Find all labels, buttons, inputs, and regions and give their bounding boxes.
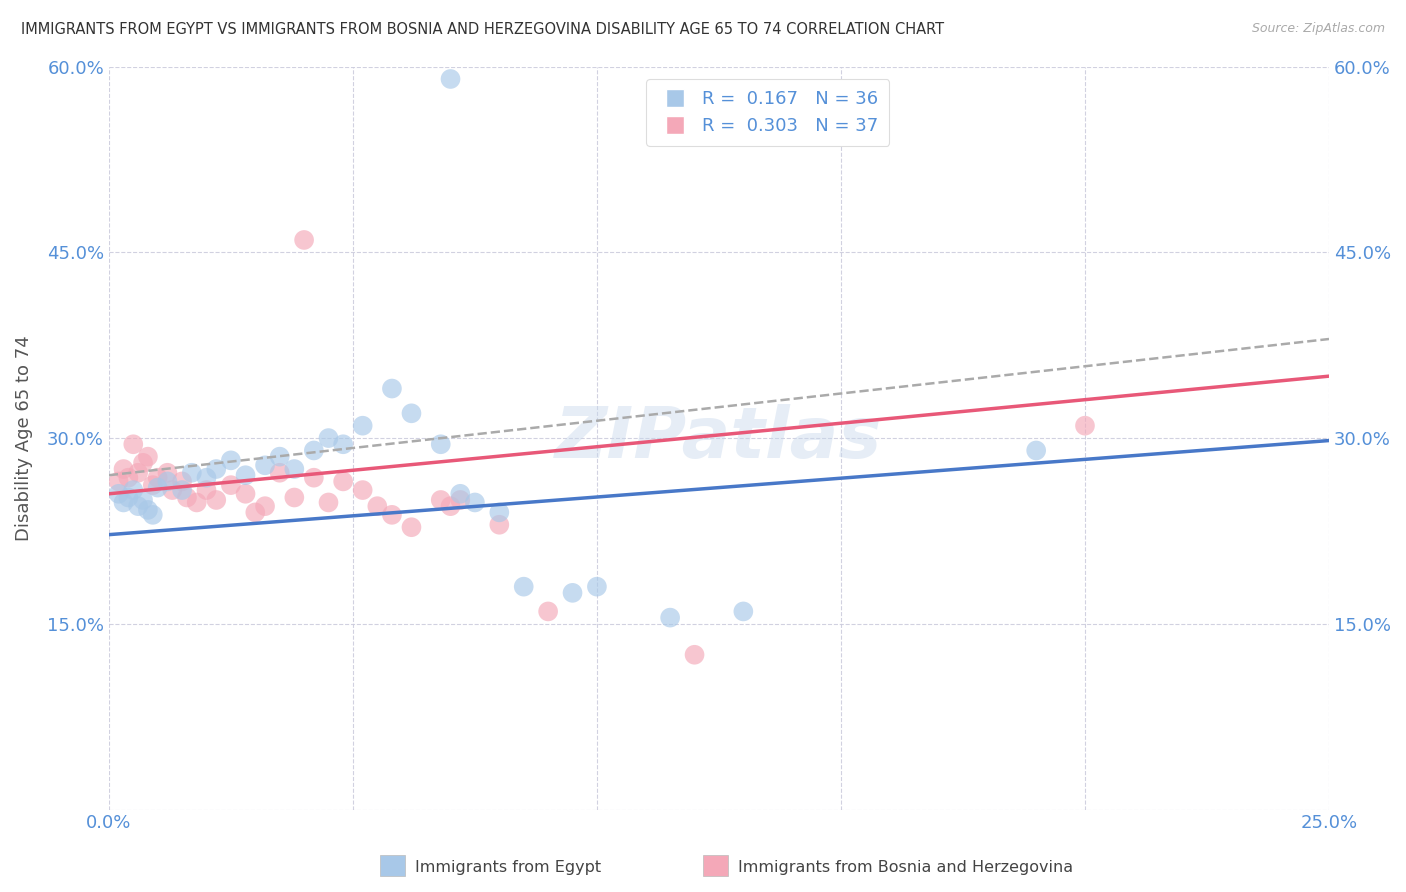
- Point: [1074, 418, 1097, 433]
- Point: [269, 450, 291, 464]
- Point: [136, 503, 159, 517]
- Point: [254, 499, 277, 513]
- Point: [117, 471, 139, 485]
- Point: [146, 471, 169, 485]
- Point: [176, 491, 198, 505]
- Point: [132, 456, 155, 470]
- Text: Source: ZipAtlas.com: Source: ZipAtlas.com: [1251, 22, 1385, 36]
- Point: [136, 450, 159, 464]
- Point: [318, 495, 340, 509]
- Point: [219, 478, 242, 492]
- Point: [401, 520, 423, 534]
- Point: [352, 483, 374, 497]
- Point: [488, 517, 510, 532]
- Point: [733, 604, 755, 618]
- Point: [586, 580, 609, 594]
- Point: [146, 481, 169, 495]
- Point: [156, 466, 179, 480]
- Point: [180, 466, 202, 480]
- Point: [107, 487, 129, 501]
- Point: [283, 462, 305, 476]
- Point: [449, 487, 471, 501]
- Point: [195, 483, 218, 497]
- Point: [464, 495, 486, 509]
- Point: [172, 483, 194, 497]
- Text: ZIPatlas: ZIPatlas: [555, 403, 883, 473]
- Point: [142, 508, 165, 522]
- Point: [205, 462, 228, 476]
- Point: [142, 478, 165, 492]
- Point: [439, 499, 461, 513]
- Point: [366, 499, 388, 513]
- Text: IMMIGRANTS FROM EGYPT VS IMMIGRANTS FROM BOSNIA AND HERZEGOVINA DISABILITY AGE 6: IMMIGRANTS FROM EGYPT VS IMMIGRANTS FROM…: [21, 22, 945, 37]
- Point: [449, 493, 471, 508]
- Point: [1025, 443, 1047, 458]
- Point: [332, 475, 354, 489]
- Point: [429, 437, 451, 451]
- Point: [122, 483, 145, 497]
- Point: [659, 610, 682, 624]
- Point: [512, 580, 534, 594]
- Point: [302, 471, 325, 485]
- Point: [127, 499, 149, 513]
- Point: [269, 466, 291, 480]
- Point: [112, 495, 135, 509]
- Text: Immigrants from Bosnia and Herzegovina: Immigrants from Bosnia and Herzegovina: [738, 860, 1073, 874]
- Point: [245, 505, 267, 519]
- Point: [488, 505, 510, 519]
- Point: [429, 493, 451, 508]
- Point: [401, 406, 423, 420]
- Point: [132, 493, 155, 508]
- Point: [156, 475, 179, 489]
- Point: [172, 475, 194, 489]
- Point: [235, 468, 257, 483]
- Point: [195, 471, 218, 485]
- Point: [332, 437, 354, 451]
- Point: [292, 233, 315, 247]
- Point: [352, 418, 374, 433]
- Text: Immigrants from Egypt: Immigrants from Egypt: [415, 860, 600, 874]
- Point: [162, 483, 184, 497]
- Point: [683, 648, 706, 662]
- Point: [439, 72, 461, 87]
- Point: [381, 382, 404, 396]
- Point: [117, 491, 139, 505]
- Point: [112, 462, 135, 476]
- Point: [537, 604, 560, 618]
- Point: [219, 453, 242, 467]
- Point: [235, 487, 257, 501]
- Point: [381, 508, 404, 522]
- Point: [205, 493, 228, 508]
- Point: [186, 495, 208, 509]
- Point: [302, 443, 325, 458]
- Y-axis label: Disability Age 65 to 74: Disability Age 65 to 74: [15, 335, 32, 541]
- Point: [283, 491, 305, 505]
- Point: [107, 475, 129, 489]
- Point: [561, 586, 583, 600]
- Point: [122, 437, 145, 451]
- Point: [318, 431, 340, 445]
- Point: [127, 466, 149, 480]
- Point: [254, 458, 277, 473]
- Legend: R =  0.167   N = 36, R =  0.303   N = 37: R = 0.167 N = 36, R = 0.303 N = 37: [647, 79, 889, 146]
